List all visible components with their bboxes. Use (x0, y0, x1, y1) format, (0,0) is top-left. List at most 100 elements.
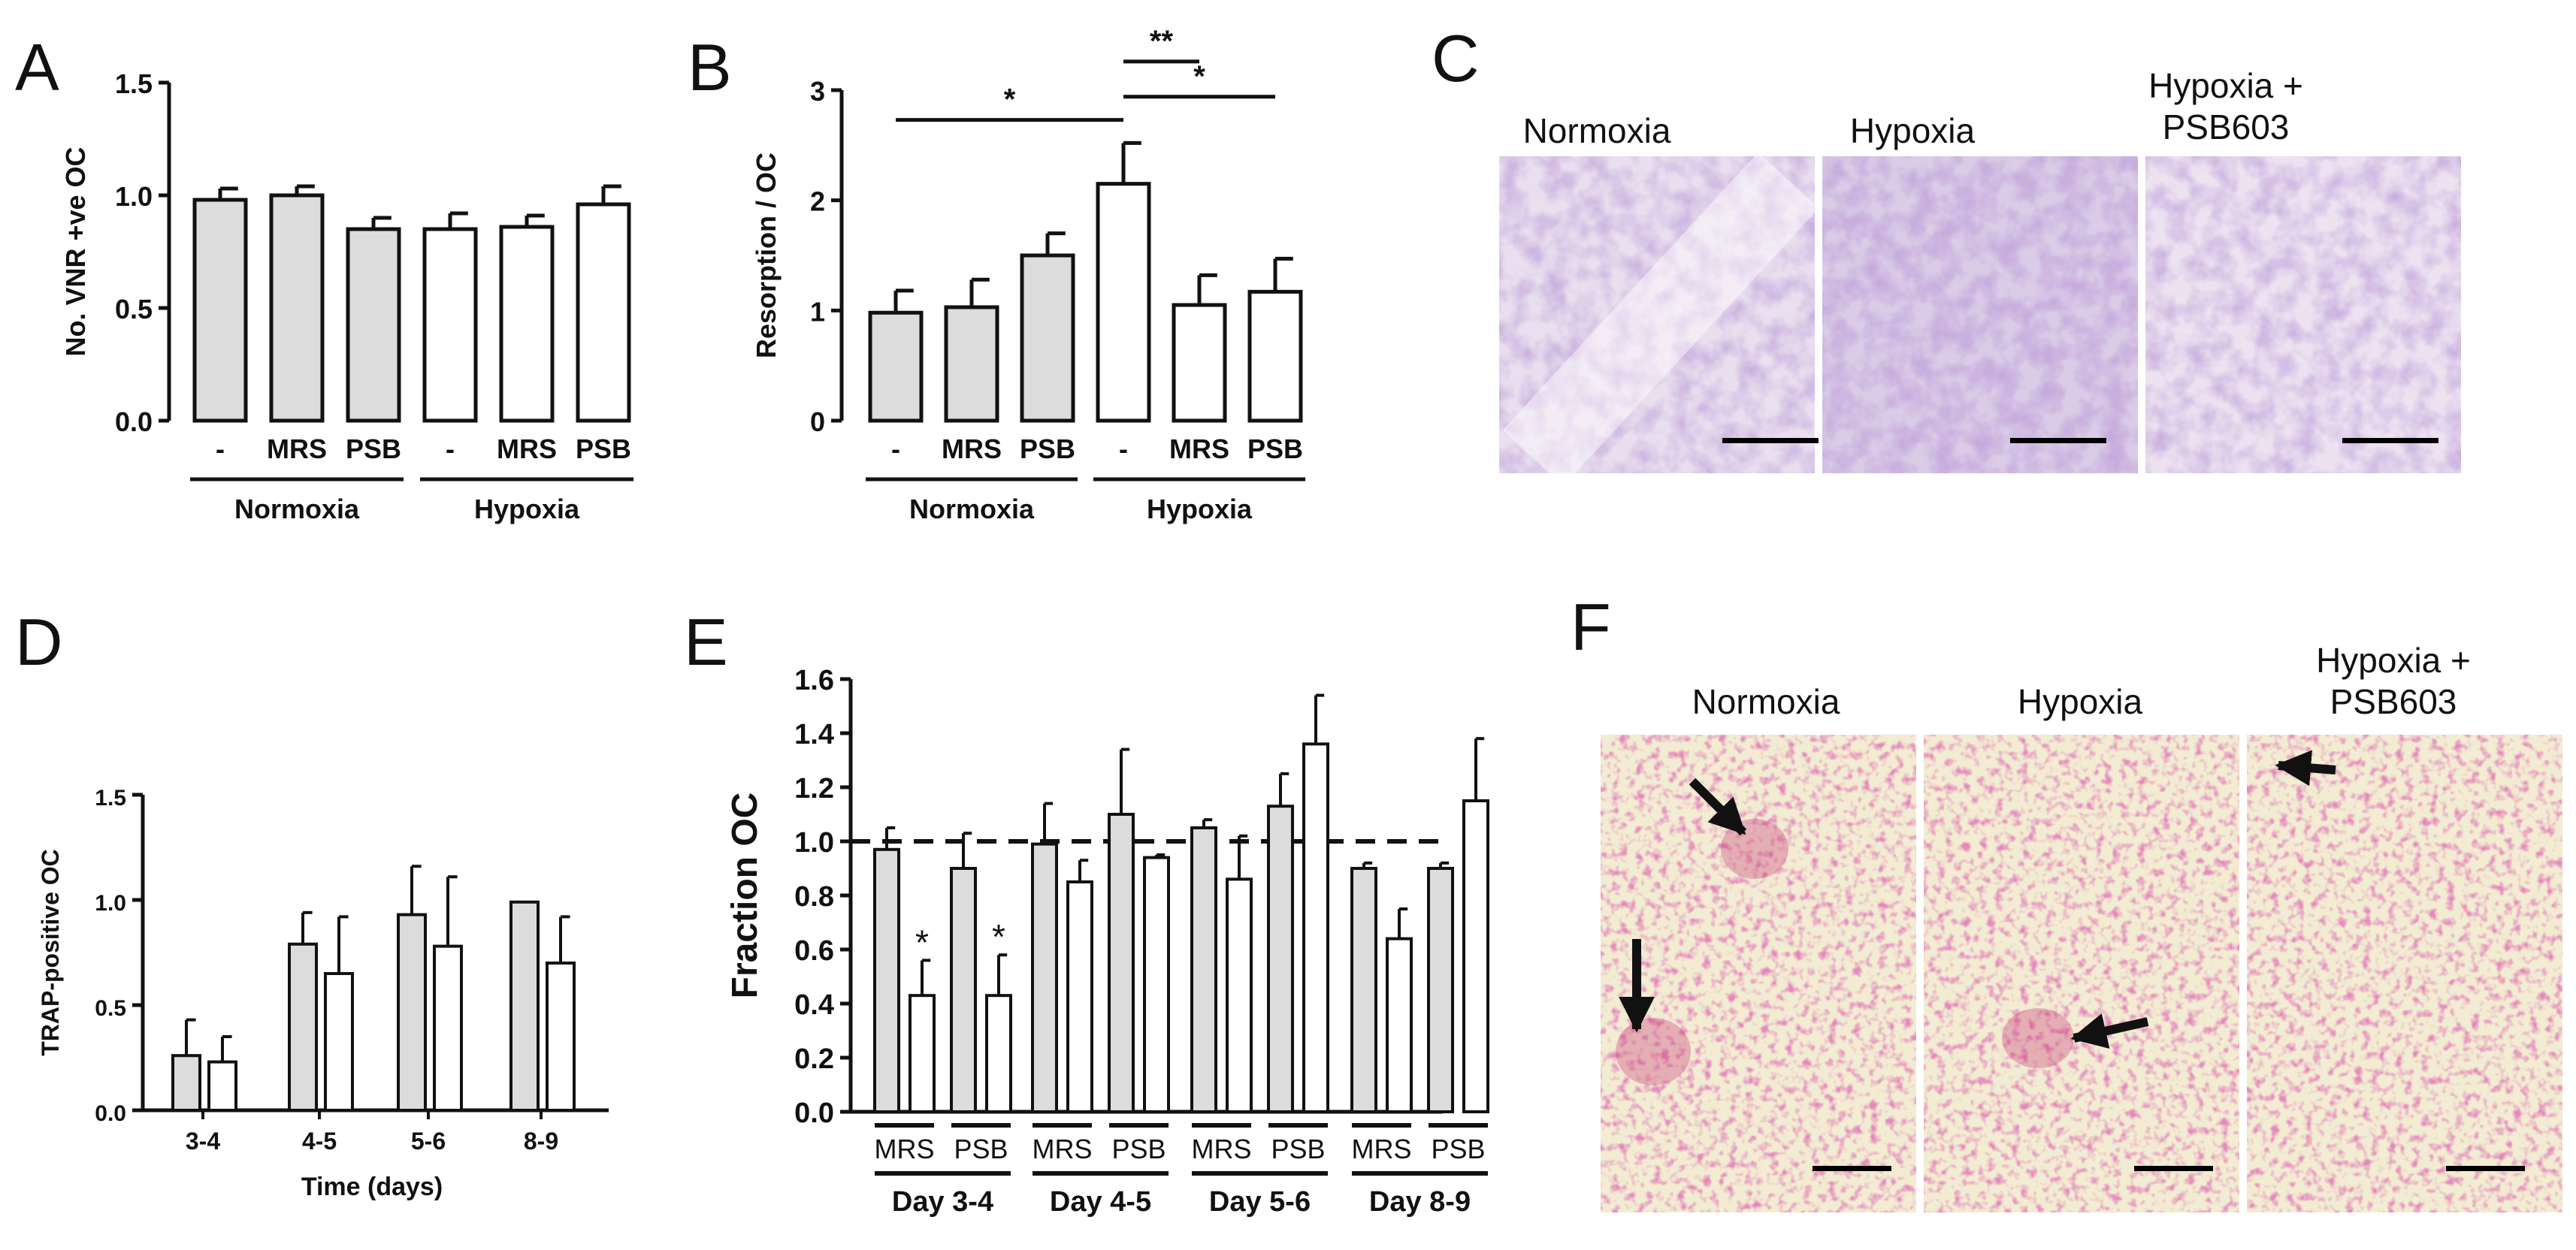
arrow-icon (1689, 777, 1747, 836)
micrograph-c-hypoxia (1822, 156, 2138, 473)
group-label: Day 3-4 (892, 1186, 993, 1218)
y-tick-label: 0.2 (794, 1043, 834, 1075)
panel-letter-a: A (15, 30, 59, 104)
panel-letter-c: C (1432, 21, 1480, 95)
micrograph-c-normoxia (1499, 152, 1819, 487)
micrograph-label-hypoxia-psb-line2: PSB603 (2330, 682, 2457, 721)
y-tick-label: 2 (810, 186, 825, 217)
micrograph-panel-f: Normoxia Hypoxia Hypoxia + PSB603 (1601, 641, 2562, 1212)
x-tick-label: - (891, 433, 900, 464)
y-tick-label: 1.0 (794, 827, 834, 859)
micrograph-label-hypoxia-psb-line1: Hypoxia + (2316, 641, 2471, 680)
x-tick-label: PSB (1247, 433, 1303, 464)
y-tick-label: 0.8 (794, 881, 834, 913)
x-tick-label: 8-9 (524, 1128, 558, 1155)
bar (1226, 877, 1253, 1114)
bar (950, 867, 977, 1113)
subgroup-label: PSB (1431, 1134, 1485, 1164)
bar (1350, 867, 1377, 1113)
micrograph-f-normoxia (1601, 735, 1916, 1212)
bar (433, 944, 463, 1112)
subgroup-label: MRS (1192, 1134, 1252, 1164)
x-tick-label: - (216, 433, 225, 464)
significance-mark: * (915, 922, 929, 962)
x-tick-label: - (446, 433, 455, 464)
bar (1247, 289, 1303, 423)
arrow-icon (2275, 750, 2336, 787)
y-tick-label: 0.0 (794, 1098, 834, 1129)
subgroup-label: PSB (1111, 1134, 1166, 1164)
bar (576, 202, 631, 423)
arrow-icon (2070, 1013, 2149, 1049)
y-tick-label: 1.5 (115, 68, 153, 99)
bar (1386, 937, 1413, 1113)
bar (422, 227, 478, 423)
panel-letter-e: E (684, 605, 728, 679)
micrograph-label-normoxia: Normoxia (1692, 682, 1840, 721)
group-label: Day 4-5 (1050, 1186, 1151, 1218)
panel-letter-f: F (1571, 590, 1611, 664)
chart-e: 0.0 0.2 0.4 0.6 0.8 1.0 1.2 1.4 1.6 Fraction OC MR… (725, 665, 1489, 1218)
group-label: Hypoxia (1147, 494, 1253, 524)
group-label: Normoxia (234, 494, 360, 524)
y-tick-label: 1 (810, 296, 825, 327)
y-axis-label: No. VNR +ve OC (60, 146, 91, 356)
chart-d: 0.0 0.5 1.0 1.5 TRAP-positive OC 3-4 4-5 5-6 8-9… (37, 786, 609, 1201)
y-tick-label: 1.5 (95, 786, 126, 811)
subgroup-label: PSB (954, 1134, 1008, 1164)
subgroup-label: MRS (1033, 1134, 1093, 1164)
x-tick-label: MRS (497, 433, 557, 464)
subgroup-label: MRS (1352, 1134, 1412, 1164)
y-tick-label: 0.0 (115, 406, 153, 437)
bar (288, 942, 318, 1113)
y-tick-label: 1.6 (794, 665, 834, 696)
bar (1267, 805, 1294, 1113)
scale-bar (1722, 438, 1819, 443)
x-tick-label: MRS (1169, 433, 1229, 464)
significance-mark: ** (1150, 25, 1174, 58)
x-axis-label: Time (days) (301, 1173, 443, 1201)
micrograph-label-hypoxia: Hypoxia (2018, 682, 2143, 721)
chart-b: 0 1 2 3 Resorption / OC - MRS PSB - MRS PSB Normoxi… (751, 25, 1305, 524)
significance-mark: * (1004, 83, 1016, 116)
significance-mark: * (1193, 60, 1205, 93)
y-tick-label: 0 (810, 406, 825, 437)
bar (346, 227, 401, 423)
y-tick-label: 1.4 (794, 719, 834, 750)
y-tick-label: 0.4 (794, 989, 834, 1021)
group-label: Day 5-6 (1209, 1186, 1311, 1218)
bar (1031, 842, 1058, 1113)
scale-bar (2446, 1166, 2525, 1171)
micrograph-label-hypoxia-psb-line2: PSB603 (2163, 107, 2290, 146)
y-tick-label: 0.5 (115, 294, 153, 325)
bar (1190, 826, 1217, 1113)
micrograph-c-hypoxia-psb603 (2145, 156, 2461, 473)
y-axis-label: Fraction OC (725, 793, 765, 999)
bar (171, 1054, 201, 1112)
chart-a: 0.0 0.5 1.0 1.5 No. VNR +ve OC - MRS PSB - MRS PSB… (60, 68, 633, 524)
subgroup-label: PSB (1271, 1134, 1325, 1164)
panel-letter-b: B (688, 30, 732, 104)
micrograph-f-hypoxia (1924, 735, 2239, 1212)
group-label: Day 8-9 (1369, 1186, 1471, 1218)
y-tick-label: 3 (810, 76, 825, 107)
bar (192, 198, 248, 423)
group-label: Normoxia (909, 494, 1035, 524)
y-tick-label: 1.0 (115, 181, 153, 212)
y-axis-label: Resorption / OC (751, 152, 782, 358)
bar (985, 994, 1012, 1113)
x-tick-label: PSB (1020, 433, 1075, 464)
scale-bar (1813, 1166, 1891, 1171)
bar (909, 994, 936, 1113)
x-tick-label: 3-4 (186, 1128, 220, 1155)
bar (1302, 742, 1329, 1114)
bar (397, 913, 427, 1112)
bar (1108, 813, 1135, 1113)
bar (1020, 253, 1075, 423)
y-tick-label: 0.6 (794, 935, 834, 967)
micrograph-panel-c: Normoxia Hypoxia Hypoxia + PSB603 (1499, 66, 2461, 487)
scale-bar (2010, 438, 2106, 443)
bar (499, 225, 555, 423)
bar (1066, 880, 1093, 1113)
